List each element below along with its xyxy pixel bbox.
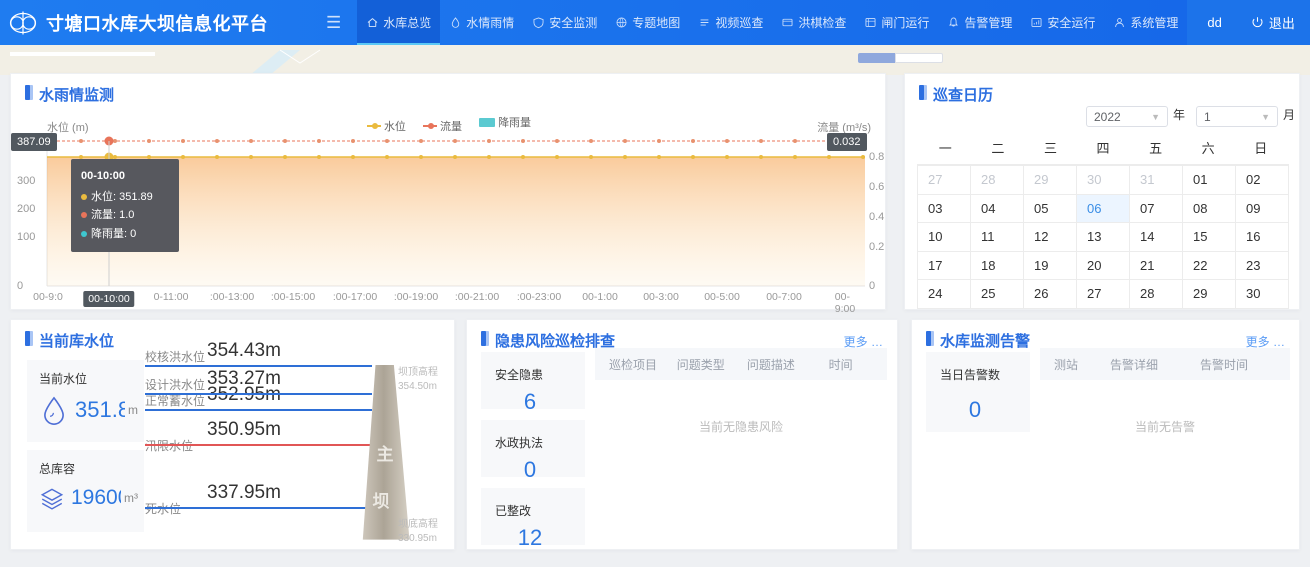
svg-text:坝: 坝 bbox=[373, 492, 390, 511]
svg-text:主: 主 bbox=[377, 444, 394, 464]
